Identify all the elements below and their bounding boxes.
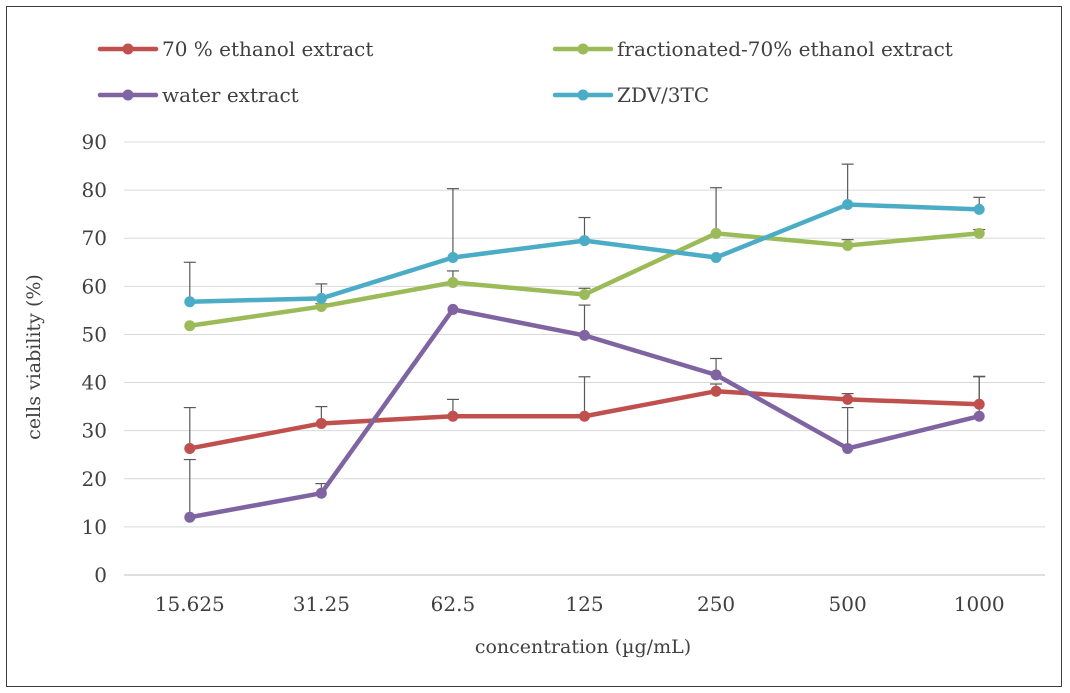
legend-label: fractionated-70% ethanol extract — [617, 37, 953, 61]
legend-item: ZDV/3TC — [552, 83, 709, 107]
legend-item: fractionated-70% ethanol extract — [552, 37, 953, 61]
series-fractionated-70-ethanol-extract — [184, 227, 985, 332]
legend-item: water extract — [97, 83, 299, 107]
y-tick-label: 40 — [82, 371, 107, 395]
data-point — [842, 393, 854, 405]
legend-label: ZDV/3TC — [617, 83, 709, 107]
legend-label: 70 % ethanol extract — [162, 37, 373, 61]
legend-swatch-marker — [577, 43, 589, 55]
data-point — [447, 303, 459, 315]
data-point — [315, 487, 327, 499]
data-point — [184, 511, 196, 523]
data-point — [315, 301, 327, 313]
legend-swatch-marker — [122, 43, 134, 55]
x-axis-ticks: 15.625 31.25 62.5 125 250 500 1000 — [155, 592, 1005, 616]
data-point — [842, 239, 854, 251]
data-point — [973, 410, 985, 422]
data-point — [447, 251, 459, 263]
legend-item: 70 % ethanol extract — [97, 37, 373, 61]
legend-label: water extract — [162, 83, 299, 107]
legend: 70 % ethanol extract fractionated-70% eth… — [97, 37, 953, 107]
x-tick-label: 31.25 — [293, 592, 350, 616]
data-point — [842, 199, 854, 211]
series-lines — [184, 199, 985, 523]
chart-frame — [6, 6, 1062, 687]
series-70-ethanol-extract — [184, 385, 985, 454]
data-point — [973, 203, 985, 215]
y-tick-label: 90 — [82, 130, 107, 154]
data-point — [579, 410, 590, 422]
data-point — [710, 251, 722, 263]
y-tick-label: 30 — [82, 419, 107, 443]
y-tick-label: 10 — [82, 515, 107, 539]
y-tick-label: 60 — [82, 274, 107, 298]
x-tick-label: 250 — [697, 592, 735, 616]
y-tick-label: 0 — [94, 563, 107, 587]
data-point — [710, 369, 722, 381]
data-point — [973, 398, 985, 410]
data-point — [184, 442, 196, 454]
data-point — [579, 235, 590, 247]
data-point — [710, 385, 722, 397]
y-tick-label: 70 — [82, 226, 107, 250]
data-point — [973, 227, 985, 239]
legend-swatch-marker — [577, 89, 589, 101]
x-axis-title: concentration (µg/mL) — [475, 636, 691, 658]
y-axis-ticks: 0 10 20 30 40 50 60 70 80 90 — [82, 130, 107, 587]
data-point — [315, 292, 327, 304]
data-point — [184, 296, 196, 308]
x-tick-label: 62.5 — [431, 592, 476, 616]
data-point — [579, 289, 590, 301]
data-point — [579, 329, 590, 341]
grid-lines — [124, 141, 1045, 576]
x-tick-label: 500 — [829, 592, 867, 616]
data-point — [184, 320, 196, 332]
legend-swatch-marker — [122, 89, 134, 101]
x-tick-label: 15.625 — [155, 592, 225, 616]
y-axis-title: cells viability (%) — [23, 274, 45, 440]
x-tick-label: 125 — [565, 592, 603, 616]
data-point — [447, 410, 459, 422]
data-point — [842, 442, 854, 454]
series-zdv-3tc — [184, 199, 985, 308]
data-point — [710, 227, 722, 239]
y-tick-label: 80 — [82, 178, 107, 202]
x-tick-label: 1000 — [954, 592, 1005, 616]
y-tick-label: 20 — [82, 467, 107, 491]
data-point — [315, 417, 327, 429]
y-tick-label: 50 — [82, 322, 107, 346]
data-point — [447, 276, 459, 288]
series-water-extract — [184, 303, 985, 523]
